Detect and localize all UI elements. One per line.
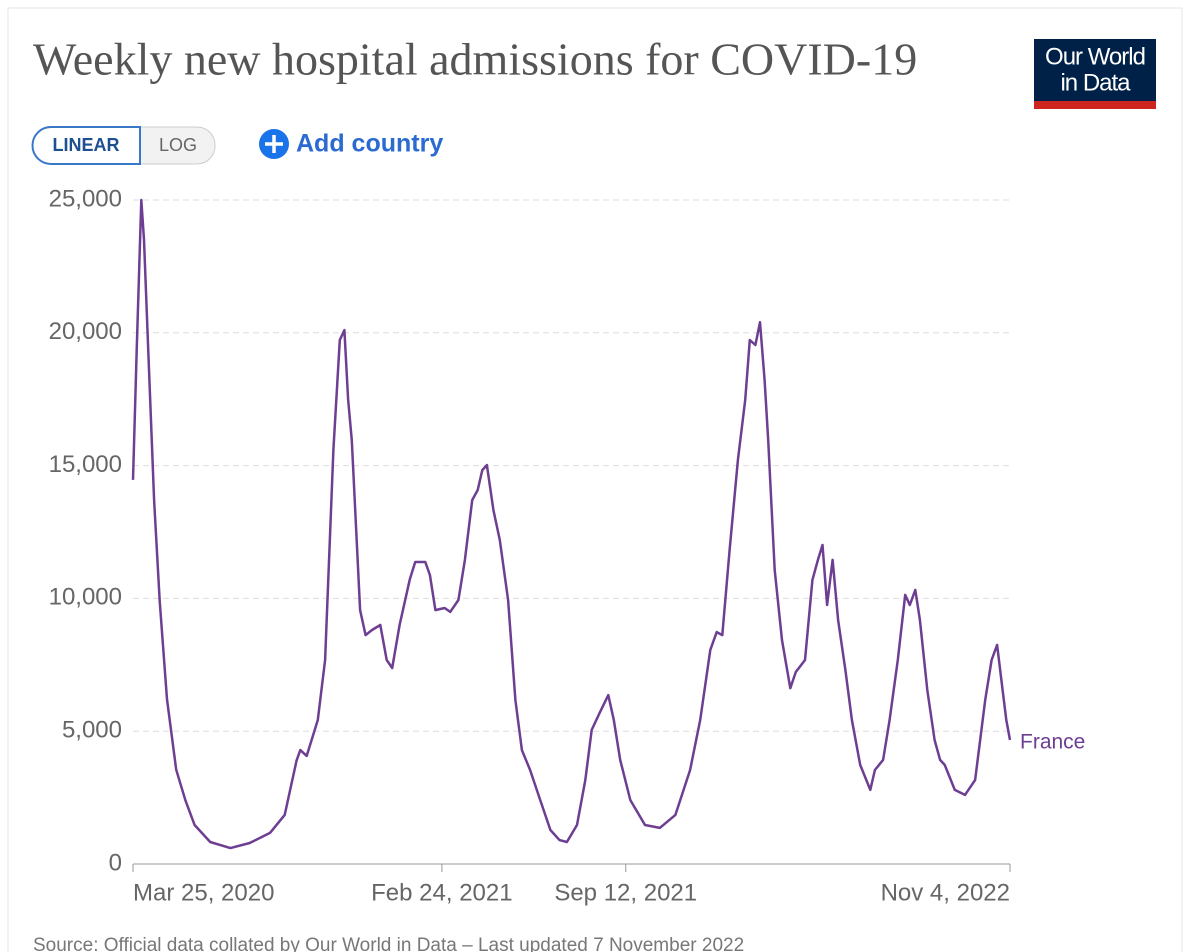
series-label: France: [1020, 731, 1085, 754]
linear-active: [31, 126, 141, 165]
x-tick-label: Mar 25, 2020: [133, 879, 274, 906]
x-tick-label: Feb 24, 2021: [371, 879, 512, 906]
logo-box: [1034, 39, 1156, 101]
x-tick-label: Sep 12, 2021: [554, 879, 697, 906]
add-country-label: Add country: [296, 130, 443, 158]
x-tick-label: Nov 4, 2022: [881, 879, 1010, 906]
logo-bar: [1034, 101, 1156, 109]
card: [7, 7, 1183, 952]
y-tick-label: 20,000: [49, 318, 122, 345]
linear-button[interactable]: LINEAR: [53, 135, 120, 155]
chart-title: Weekly new hospital admissions for COVID…: [33, 34, 917, 85]
y-tick-label: 25,000: [49, 185, 122, 212]
logo-text: Our World: [1045, 43, 1145, 70]
y-tick-label: 0: [109, 849, 122, 876]
series-line: [131, 198, 1012, 850]
logo-text: in Data: [1060, 69, 1131, 96]
logo[interactable]: Our World in Data: [1034, 39, 1156, 109]
log-button[interactable]: LOG: [159, 135, 197, 155]
y-tick-label: 5,000: [62, 717, 122, 744]
add-country[interactable]: Add country: [259, 129, 443, 159]
source: Source: Official data collated by Our Wo…: [33, 935, 744, 952]
y-tick-label: 15,000: [49, 451, 122, 478]
plus: [265, 135, 283, 153]
y-tick-label: 10,000: [49, 584, 122, 611]
